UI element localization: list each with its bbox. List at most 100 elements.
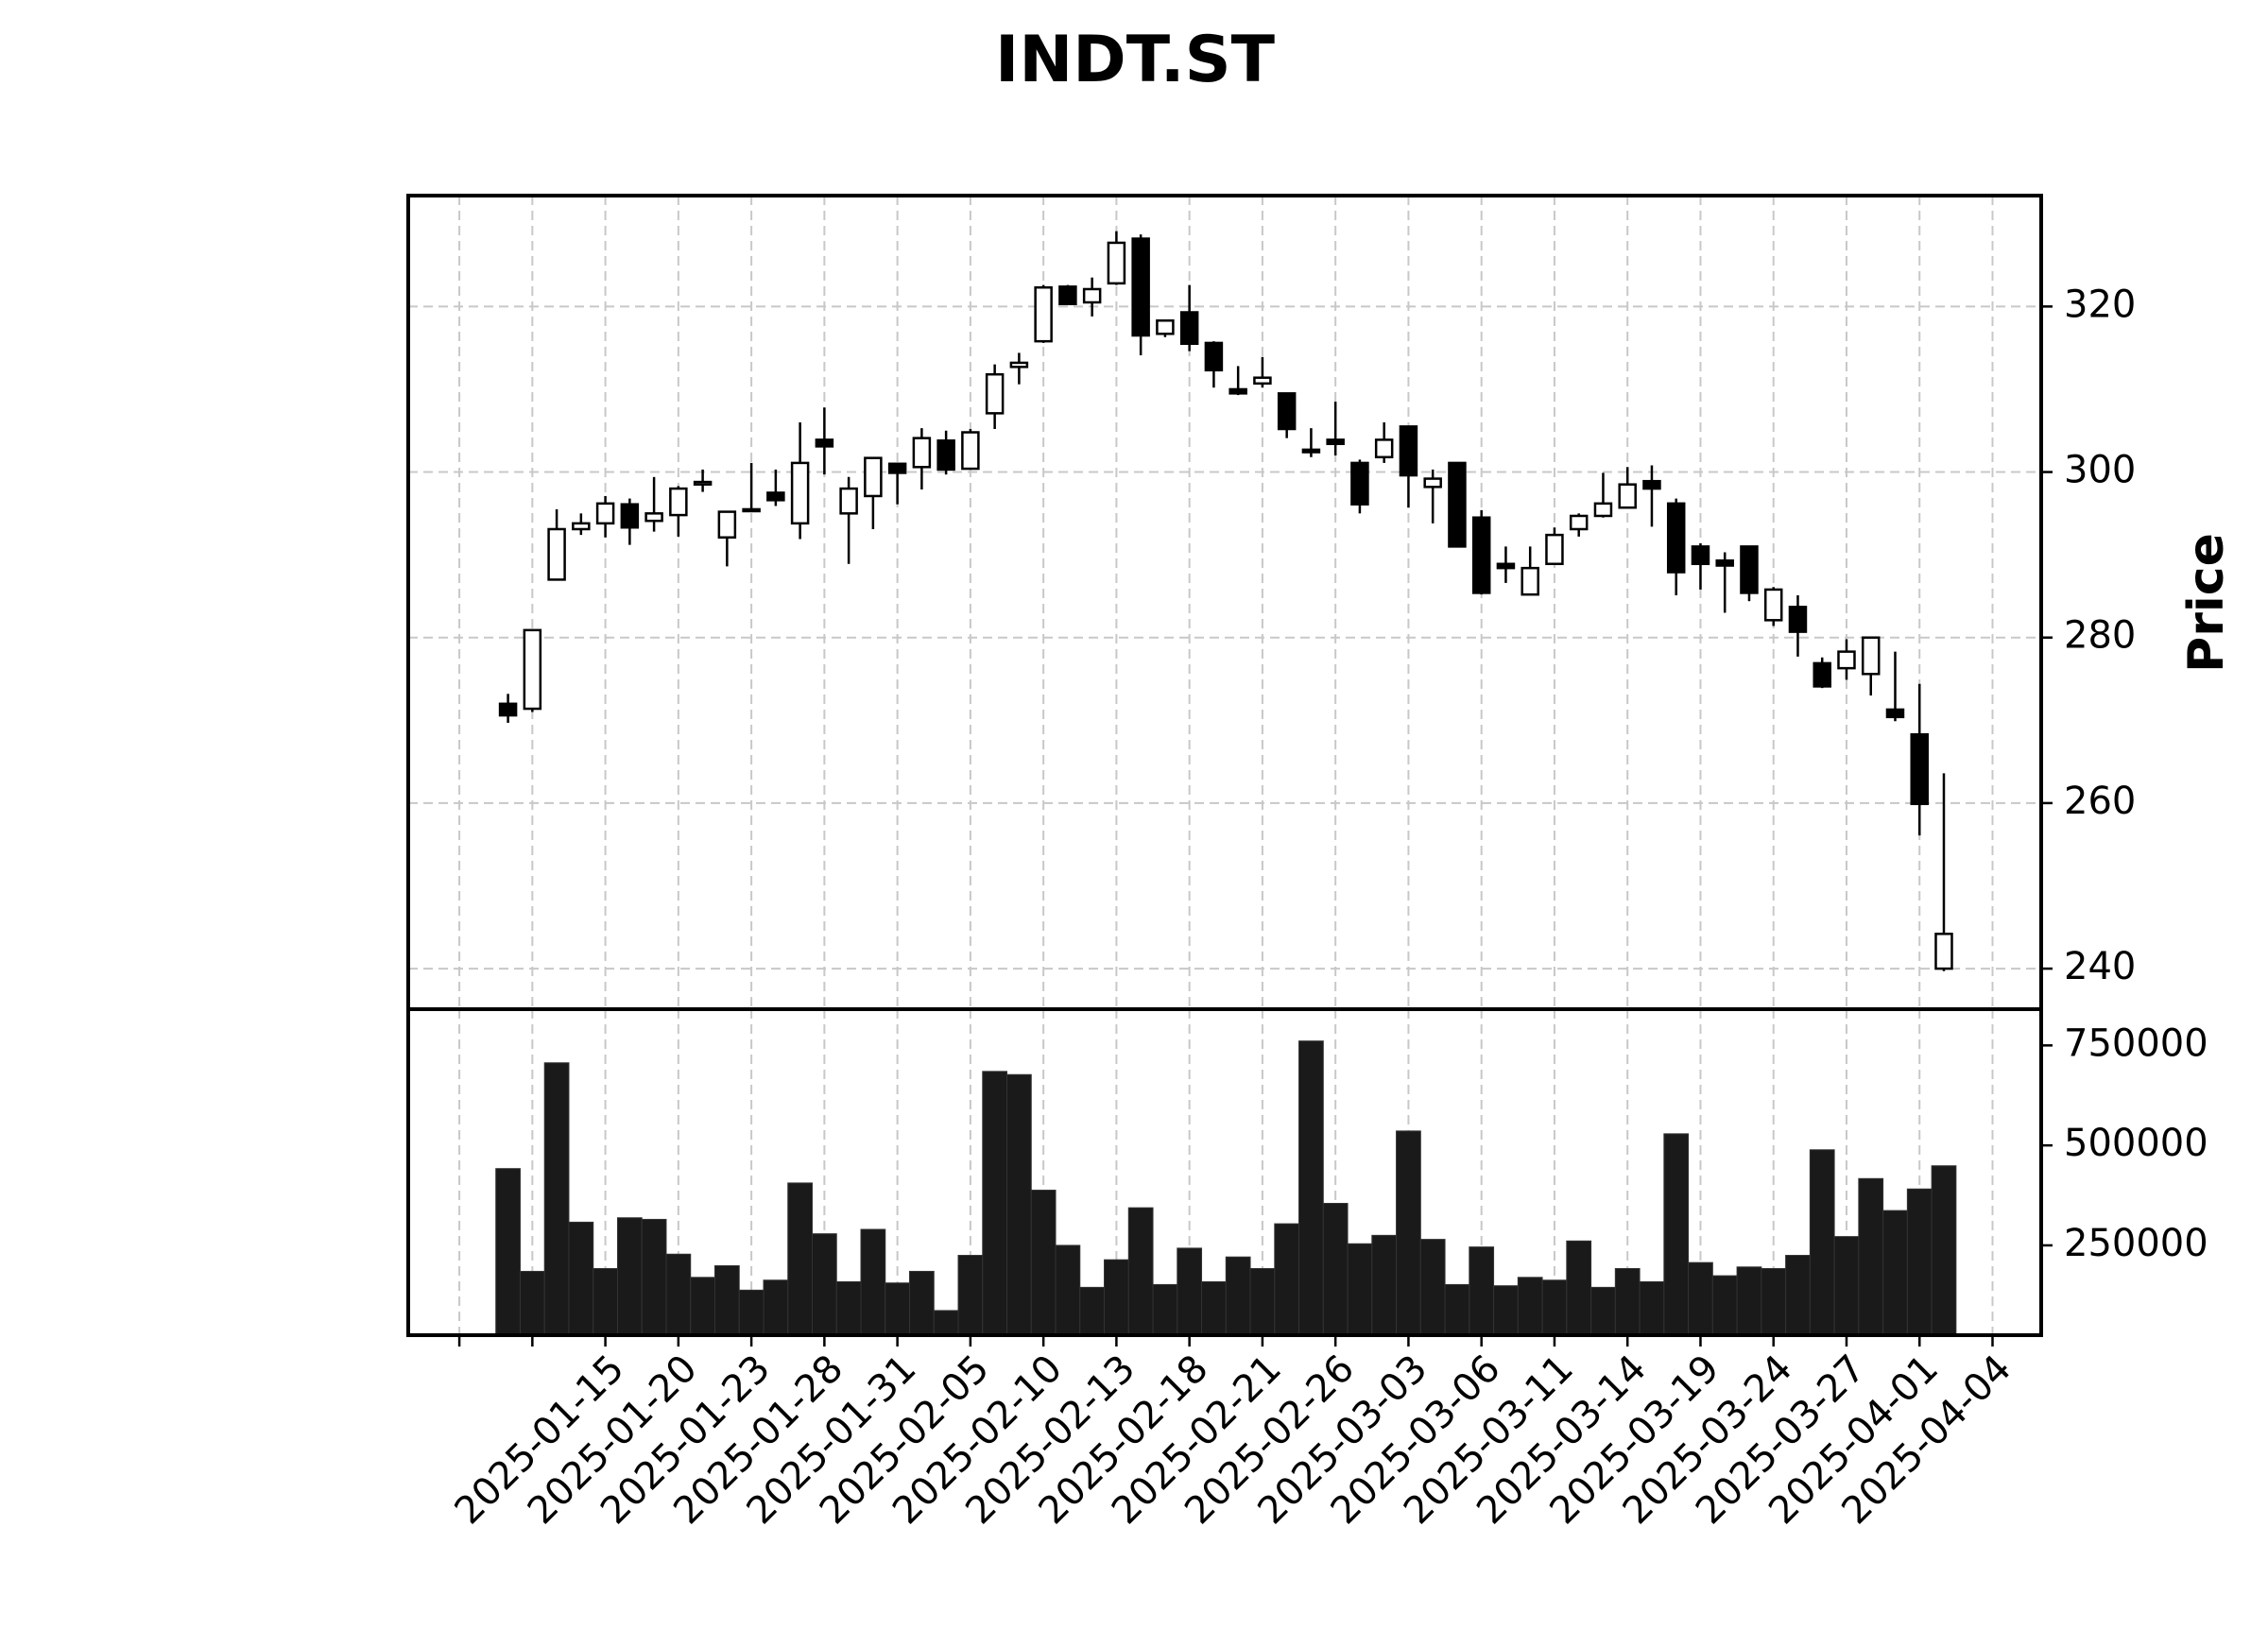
volume-bar [665,1253,692,1336]
candle-body [620,503,640,529]
volume-bar [713,1265,740,1336]
candle-body [498,702,518,717]
candle-body [1813,661,1831,688]
volume-bar [1249,1267,1276,1336]
volume-bar [1444,1283,1470,1336]
candle-body [1691,545,1710,566]
candle-body [1861,636,1881,676]
y-tick-label: 300 [2064,449,2136,492]
y-tick-label: 250000 [2064,1222,2208,1265]
candle-body [1253,376,1272,386]
candle-body [1471,516,1491,594]
volume-bar [1127,1207,1154,1336]
volume-bar [738,1289,765,1336]
volume-bar [543,1062,570,1336]
candle-body [1082,287,1102,304]
candle-body [1107,241,1126,285]
y-tick-label: 500000 [2064,1122,2208,1165]
candle-body [644,512,663,523]
candle-body [1034,285,1053,343]
volume-bar [1882,1210,1908,1336]
volume-bar [1590,1286,1616,1336]
candle-body [717,510,737,539]
candle-body [1326,438,1345,446]
volume-bar [641,1218,667,1336]
volume-bar [763,1279,789,1336]
volume-bar [495,1168,521,1336]
volume-bar [1541,1279,1568,1336]
candle-body [1277,392,1297,431]
candle-body [766,491,785,502]
candle-body [523,628,542,711]
price-frame [406,194,2043,1011]
candle-body [1593,502,1613,518]
volume-bar [1274,1223,1300,1336]
volume-bar [616,1217,643,1336]
volume-bar [1152,1283,1178,1336]
volume-bar [1809,1149,1835,1336]
volume-bar [1517,1277,1543,1336]
volume-bar [835,1280,862,1336]
candle-body [1569,514,1589,531]
volume-bar [787,1182,813,1336]
candle-body [1618,483,1637,509]
candle-body [1156,319,1175,335]
volume-bar [1055,1244,1081,1336]
candle-body [1642,479,1661,490]
volume-bar [1663,1133,1690,1336]
candle-body [1715,559,1734,567]
candle-body [742,507,761,513]
volume-bar [1347,1243,1373,1336]
volume-bar [1322,1203,1349,1336]
volume-bar [885,1282,911,1336]
candle-body [1399,425,1418,477]
candle-body [1740,545,1759,594]
candle-body [1374,438,1394,459]
volume-bar [1906,1188,1933,1336]
candle-body [1934,933,1953,970]
candle-body [1179,311,1199,346]
volume-bar [909,1270,935,1336]
volume-bar [1419,1239,1446,1336]
candle-body [815,438,834,448]
volume-bar [1006,1073,1032,1336]
candle-body [864,456,883,498]
volume-bar [982,1071,1008,1336]
chart-title: INDT.ST [995,23,1276,97]
candle-body [1009,361,1029,369]
volume-bar [1761,1267,1787,1336]
volume-bar [1858,1177,1884,1336]
volume-bar [1030,1190,1057,1336]
candle-body [572,522,591,531]
candle-body [1423,477,1442,489]
candle-body [1910,732,1929,806]
volume-bar [1177,1247,1203,1336]
volume-bar [1614,1267,1641,1336]
candle-body [912,437,932,469]
volume-bar [1931,1165,1957,1336]
candle-body [1521,566,1539,596]
candle-body [1837,650,1856,670]
volume-bar [1833,1236,1860,1336]
y-tick-label: 320 [2064,283,2136,326]
candle-body [1763,588,1783,622]
candle-body [1666,502,1686,574]
volume-bar [690,1277,715,1336]
candle-body [1204,341,1224,372]
volume-bar [1079,1286,1106,1336]
candle-body [693,480,713,486]
volume-bar [1396,1130,1421,1336]
candle-body [1131,237,1150,337]
volume-bar [1711,1275,1738,1336]
volume-bar [593,1267,618,1336]
volume-bar [568,1221,594,1336]
volume-frame [406,1007,2043,1337]
candle-body [1885,708,1905,719]
y-axis-label: Price [2178,533,2235,673]
candle-body [1301,448,1321,454]
candle-body [1350,461,1369,506]
volume-bar [519,1270,545,1336]
volume-bar [1566,1240,1592,1336]
candle-body [547,527,566,581]
volume-bar [811,1233,837,1336]
